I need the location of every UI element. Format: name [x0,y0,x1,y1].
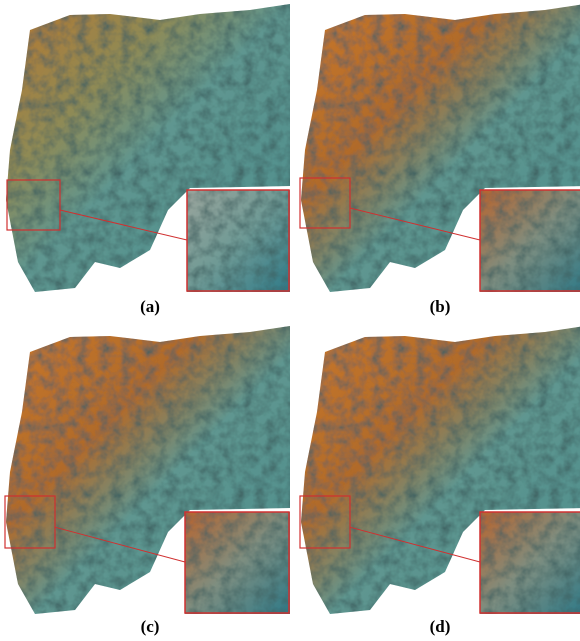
inset-image [480,190,580,292]
inset-image [480,512,580,614]
figure: (a) (b) (c) (d) [0,0,580,641]
panel-caption: (d) [430,617,451,636]
panel [6,4,290,292]
panel-caption: (a) [140,297,160,316]
inset-image [187,190,290,292]
panel [300,4,580,292]
panel-caption: (c) [141,617,160,636]
panel [300,326,580,614]
panel-caption: (b) [430,297,451,316]
inset-image [185,512,290,614]
panel [5,326,290,614]
